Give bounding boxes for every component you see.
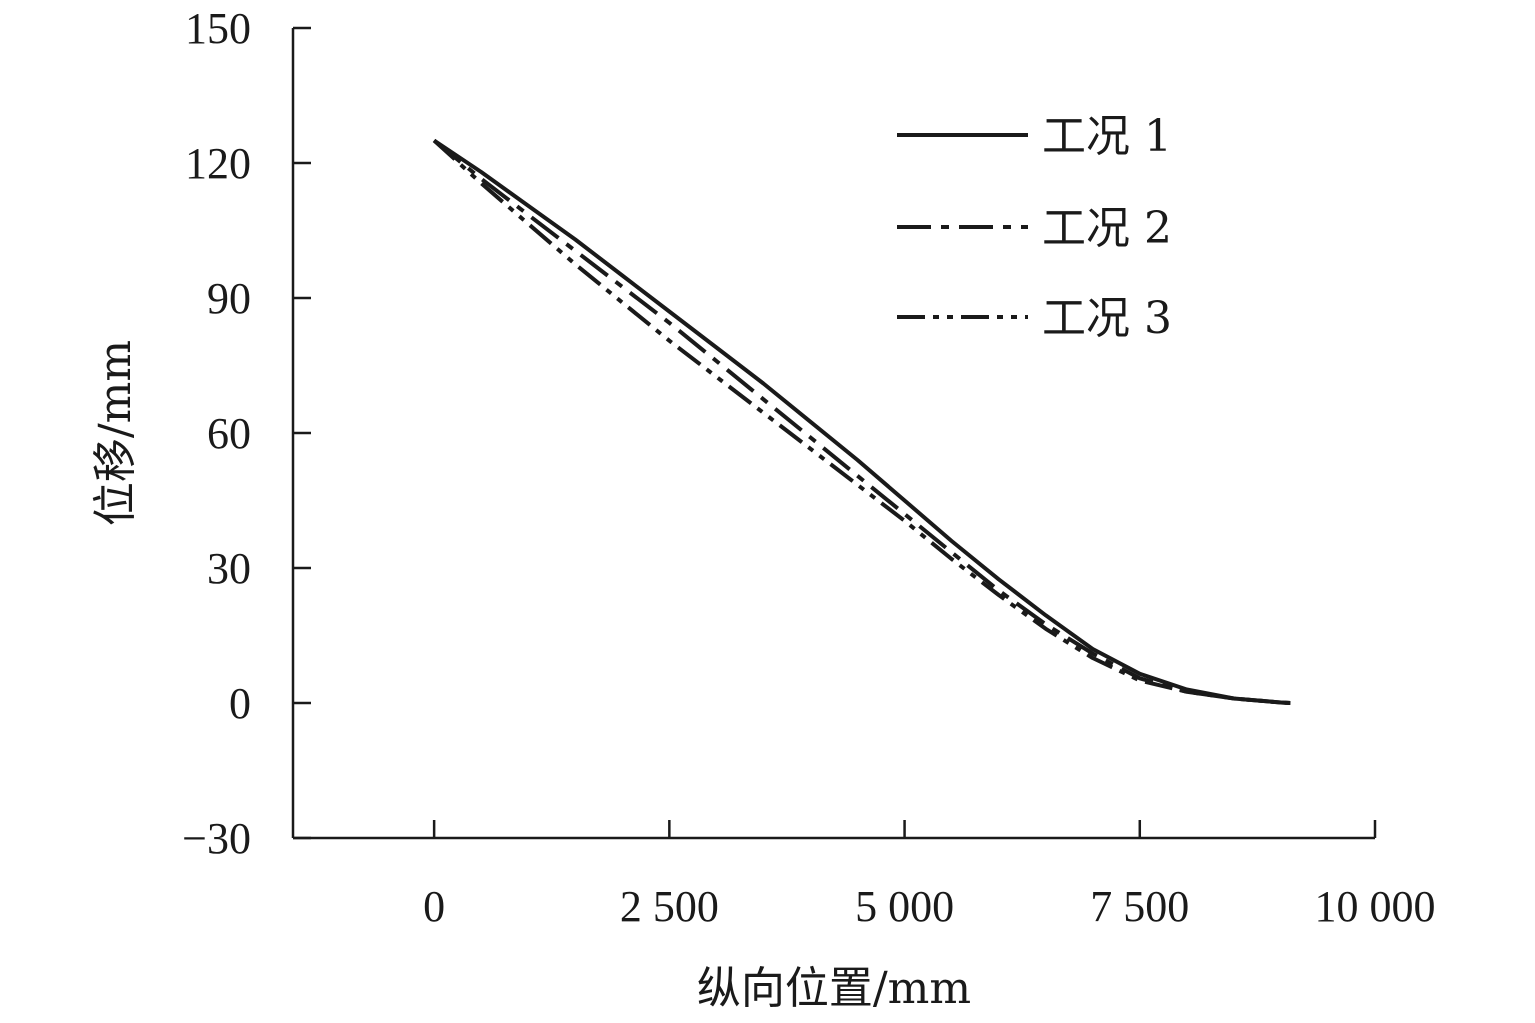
x-tick-label: 5 000 (855, 882, 954, 931)
y-tick-label: −30 (182, 814, 251, 863)
y-tick-label: 120 (185, 139, 251, 188)
x-tick-labels: 0 2 500 5 000 7 500 10 000 (423, 882, 1435, 931)
axes (291, 28, 1375, 840)
y-tick-label: 30 (207, 544, 251, 593)
x-tick-label: 2 500 (620, 882, 719, 931)
y-tick-labels: −30 0 30 60 90 120 150 (182, 4, 251, 863)
series-line-1 (432, 138, 1291, 705)
series-line-3 (432, 139, 1291, 705)
legend: 工况 1 工况 2 工况 3 (897, 111, 1172, 344)
x-tick-label: 7 500 (1090, 882, 1189, 931)
series-lines (432, 138, 1291, 705)
x-tick-label: 0 (423, 882, 445, 931)
y-tick-label: 150 (185, 4, 251, 53)
tick-marks (293, 26, 1377, 840)
legend-label-1: 工况 1 (1042, 111, 1172, 162)
y-tick-label: 60 (207, 409, 251, 458)
y-axis-title: 位移/mm (90, 340, 141, 526)
series-line-2 (432, 138, 1291, 705)
y-tick-label: 0 (229, 679, 251, 728)
legend-label-2: 工况 2 (1042, 203, 1172, 254)
x-tick-label: 10 000 (1315, 882, 1436, 931)
y-tick-label: 90 (207, 274, 251, 323)
legend-label-3: 工况 3 (1042, 293, 1172, 344)
x-axis-title: 纵向位置/mm (697, 963, 971, 1014)
